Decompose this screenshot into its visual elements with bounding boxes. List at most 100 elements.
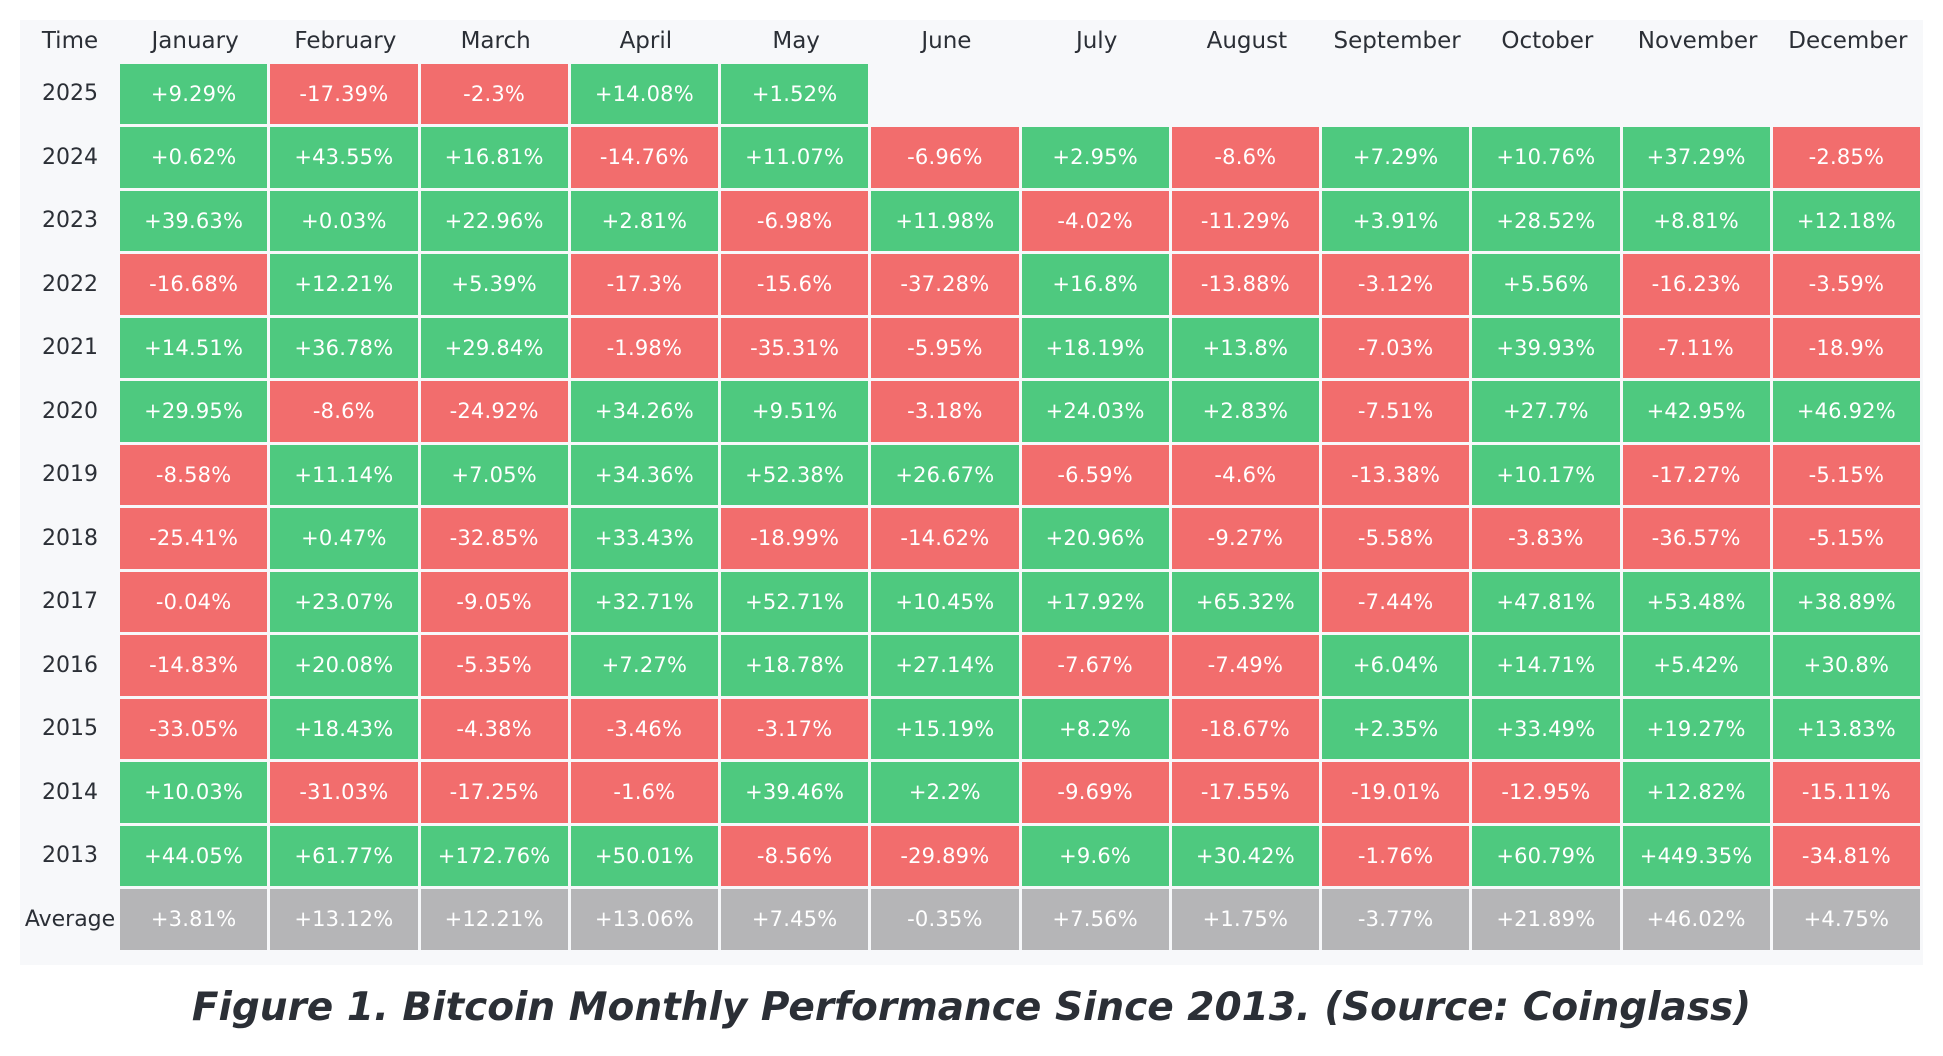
row-label-2013: 2013 (42, 843, 98, 869)
heatmap-cell: +29.84% (420, 317, 568, 378)
heatmap-cell: -15.11% (1772, 762, 1920, 823)
heatmap-cell: -5.58% (1322, 508, 1470, 569)
heatmap-cell: +16.8% (1021, 254, 1169, 315)
column-header-february: February (294, 28, 397, 54)
heatmap-cell: +37.29% (1622, 127, 1770, 188)
heatmap-cell: +11.98% (871, 190, 1019, 251)
heatmap-cell: +2.35% (1322, 698, 1470, 759)
heatmap-cell: +34.26% (570, 381, 718, 442)
average-cell: +13.12% (270, 889, 418, 950)
row-label-2023: 2023 (42, 208, 98, 234)
heatmap-cell: -4.02% (1021, 190, 1169, 251)
column-header-july: July (1075, 28, 1118, 54)
heatmap-cell: +5.39% (420, 254, 568, 315)
heatmap-cell: +50.01% (570, 825, 718, 886)
heatmap-cell: -18.67% (1171, 698, 1319, 759)
average-cell: +1.75% (1171, 889, 1319, 950)
heatmap-cell: +39.46% (721, 762, 869, 823)
heatmap-cell: +1.52% (721, 63, 869, 124)
heatmap-cell: +13.83% (1772, 698, 1920, 759)
column-header-march: March (460, 28, 531, 54)
column-header-january: January (151, 28, 239, 54)
average-cell: -3.77% (1322, 889, 1470, 950)
heatmap-cell: +5.42% (1622, 635, 1770, 696)
heatmap-cell: -37.28% (871, 254, 1019, 315)
heatmap-cell: +7.27% (570, 635, 718, 696)
heatmap-cell: +11.14% (270, 444, 418, 505)
row-label-2014: 2014 (42, 779, 98, 805)
heatmap-cell: +47.81% (1472, 571, 1620, 632)
heatmap-cell: -2.85% (1772, 127, 1920, 188)
heatmap-cell: +46.92% (1772, 381, 1920, 442)
column-header-september: September (1333, 28, 1461, 54)
row-label-2019: 2019 (42, 462, 98, 488)
column-header-november: November (1637, 28, 1758, 54)
heatmap-cell: -13.88% (1171, 254, 1319, 315)
heatmap-cell: +3.91% (1322, 190, 1470, 251)
heatmap-cell: -5.95% (871, 317, 1019, 378)
heatmap-cell: +27.7% (1472, 381, 1620, 442)
heatmap-cell: +29.95% (120, 381, 268, 442)
heatmap-cell: +39.93% (1472, 317, 1620, 378)
heatmap-cell: +9.51% (721, 381, 869, 442)
average-cell: +3.81% (120, 889, 268, 950)
heatmap-cell: +18.43% (270, 698, 418, 759)
heatmap-cell: +26.67% (871, 444, 1019, 505)
heatmap-cell: -3.17% (721, 698, 869, 759)
heatmap-cell: -2.3% (420, 63, 568, 124)
heatmap-cell: +23.07% (270, 571, 418, 632)
heatmap-cell: +33.43% (570, 508, 718, 569)
heatmap-cell: -17.3% (570, 254, 718, 315)
heatmap-cell: -4.6% (1171, 444, 1319, 505)
row-label-2018: 2018 (42, 525, 98, 551)
heatmap-cell: -25.41% (120, 508, 268, 569)
heatmap-cell: -17.39% (270, 63, 418, 124)
heatmap-cell: -3.46% (570, 698, 718, 759)
heatmap-cell: +30.42% (1171, 825, 1319, 886)
heatmap-cell: -9.69% (1021, 762, 1169, 823)
heatmap-cell: +42.95% (1622, 381, 1770, 442)
heatmap-cell: +17.92% (1021, 571, 1169, 632)
heatmap-cell: +7.05% (420, 444, 568, 505)
heatmap-cell: -35.31% (721, 317, 869, 378)
heatmap-cell: +2.81% (570, 190, 718, 251)
heatmap-cell: -8.58% (120, 444, 268, 505)
heatmap-cell: +12.18% (1772, 190, 1920, 251)
average-cell: +46.02% (1622, 889, 1770, 950)
heatmap-cell: +12.82% (1622, 762, 1770, 823)
heatmap-cell: -8.6% (270, 381, 418, 442)
heatmap-cell: -17.55% (1171, 762, 1319, 823)
monthly-performance-heatmap: Time January February March April May June July… (20, 20, 1923, 965)
column-header-may: May (772, 28, 820, 54)
heatmap-cell: -15.6% (721, 254, 869, 315)
heatmap-cell: -16.23% (1622, 254, 1770, 315)
row-label-2020: 2020 (42, 398, 98, 424)
column-header-june: June (921, 28, 972, 54)
heatmap-cell: -4.38% (420, 698, 568, 759)
heatmap-cell: -0.04% (120, 571, 268, 632)
row-label-2025: 2025 (42, 81, 98, 107)
heatmap-cell: +2.2% (871, 762, 1019, 823)
heatmap-cell: +14.08% (570, 63, 718, 124)
heatmap-cell: -5.15% (1772, 444, 1920, 505)
heatmap-cell: +172.76% (420, 825, 568, 886)
heatmap-cell: +36.78% (270, 317, 418, 378)
heatmap-cell: +22.96% (420, 190, 568, 251)
figure-caption: Figure 1. Bitcoin Monthly Performance Si… (191, 985, 1752, 1030)
heatmap-cell: +18.19% (1021, 317, 1169, 378)
heatmap-cell: +8.2% (1021, 698, 1169, 759)
heatmap-cell: -8.6% (1171, 127, 1319, 188)
heatmap-cell: -6.98% (721, 190, 869, 251)
heatmap-cell: -7.44% (1322, 571, 1470, 632)
heatmap-cell: -6.59% (1021, 444, 1169, 505)
heatmap-cell: -17.25% (420, 762, 568, 823)
heatmap-cell: +43.55% (270, 127, 418, 188)
heatmap-cell: +16.81% (420, 127, 568, 188)
heatmap-cell: -31.03% (270, 762, 418, 823)
heatmap-cell: +449.35% (1622, 825, 1770, 886)
heatmap-cell: +44.05% (120, 825, 268, 886)
row-label-2021: 2021 (42, 335, 98, 361)
average-cell: +12.21% (420, 889, 568, 950)
row-label-average: Average (24, 906, 116, 932)
heatmap-cell: +14.51% (120, 317, 268, 378)
